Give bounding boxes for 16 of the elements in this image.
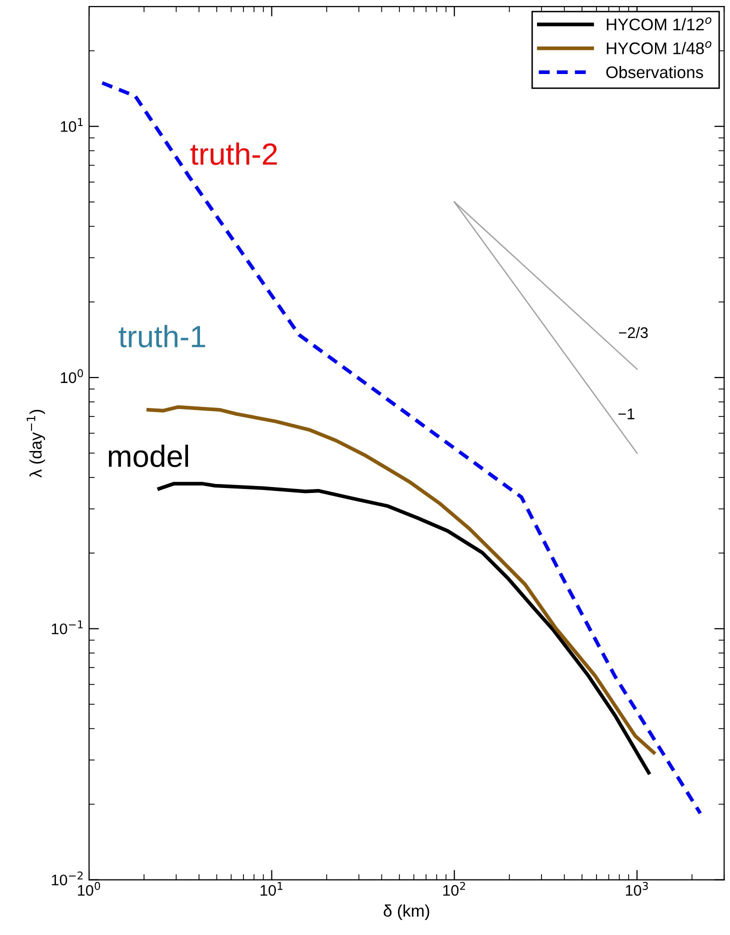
annotation: truth-2 [190, 142, 277, 165]
legend-label: Observations [606, 66, 704, 78]
annotation: truth-1 [118, 325, 206, 348]
annotation: −2/3 [619, 326, 648, 338]
y-tick-label: 10$^{1}$ [60, 118, 83, 132]
x-axis-title: δ (km) [384, 904, 430, 920]
y-tick-label: 10$^{−1}$ [52, 620, 83, 634]
legend-label: HYCOM 1/48$^{o}$ [606, 41, 712, 54]
x-tick-label: 10$^{3}$ [626, 882, 648, 896]
legend-label: HYCOM 1/12$^{o}$ [606, 17, 712, 30]
x-tick-label: 10$^{2}$ [443, 882, 466, 896]
annotation: −1 [618, 408, 634, 420]
y-axis-title: λ (day$^{−1}$) [26, 410, 46, 478]
x-tick-label: 10$^{1}$ [260, 882, 282, 896]
annotation: model [108, 444, 188, 468]
y-tick-label: 10$^{0}$ [60, 369, 83, 384]
